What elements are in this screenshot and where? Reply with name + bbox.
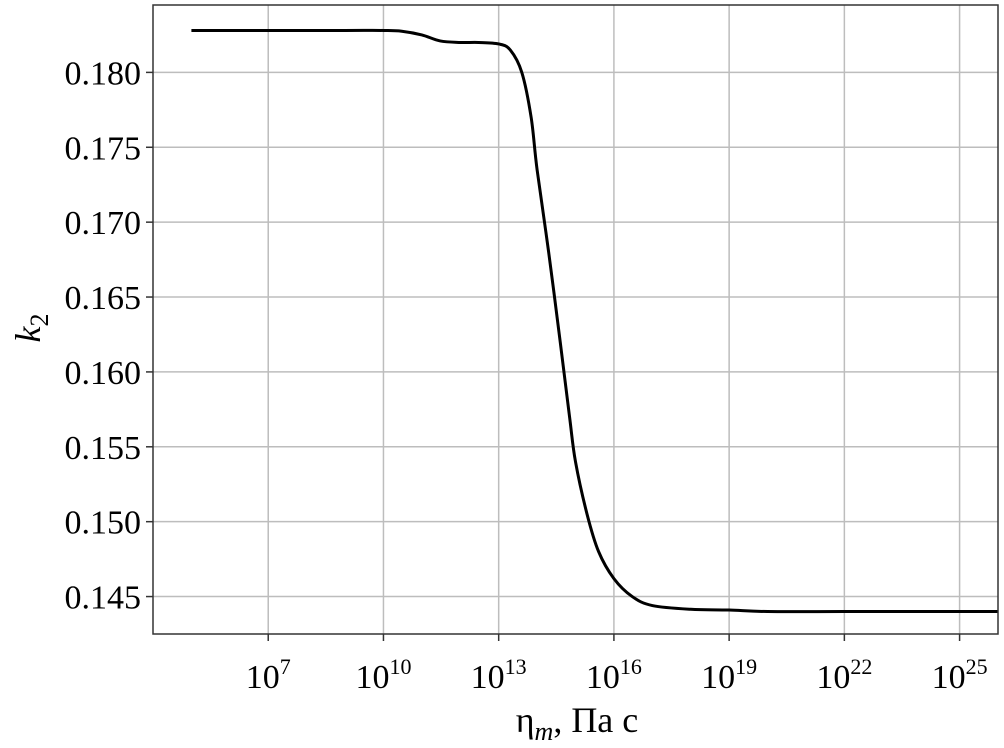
series-line bbox=[191, 28, 998, 614]
x-tick-base: 10 bbox=[816, 659, 850, 696]
x-tick-base: 10 bbox=[932, 659, 966, 696]
x-axis-ticks: 107 1010 1013 1016 1019 1022 1025 bbox=[246, 634, 988, 696]
plot-frame bbox=[152, 4, 999, 635]
x-tick-base: 10 bbox=[586, 659, 620, 696]
x-tick-exponent: 13 bbox=[505, 654, 527, 679]
y-tick-label: 0.155 bbox=[65, 430, 142, 467]
x-tick-base: 10 bbox=[355, 659, 389, 696]
x-tick-label: 1016 bbox=[586, 654, 642, 696]
x-tick-exponent: 10 bbox=[389, 654, 411, 679]
x-tick-label: 1013 bbox=[471, 654, 527, 696]
x-tick-label: 1010 bbox=[355, 654, 411, 696]
y-tick-label: 0.170 bbox=[65, 205, 142, 242]
x-tick-exponent: 25 bbox=[966, 654, 988, 679]
y-tick-label: 0.165 bbox=[65, 280, 142, 317]
y-axis-ticks: 0.145 0.150 0.155 0.160 0.165 0.170 0.175 0.180 bbox=[65, 55, 153, 617]
x-tick-label: 1025 bbox=[932, 654, 988, 696]
y-axis-title-main: k bbox=[8, 325, 48, 342]
x-tick-base: 10 bbox=[471, 659, 505, 696]
x-tick-exponent: 22 bbox=[850, 654, 872, 679]
grid-lines bbox=[153, 5, 998, 634]
x-axis-title-sub: m bbox=[535, 717, 554, 746]
y-axis-title: k2 bbox=[8, 314, 54, 343]
x-tick-label: 1019 bbox=[701, 654, 757, 696]
y-tick-label: 0.180 bbox=[65, 55, 142, 92]
x-tick-base: 10 bbox=[246, 659, 280, 696]
y-tick-label: 0.150 bbox=[65, 505, 142, 542]
x-tick-base: 10 bbox=[701, 659, 735, 696]
x-axis-title-main: η bbox=[516, 700, 535, 740]
y-axis-title-sub: 2 bbox=[25, 314, 54, 327]
x-tick-exponent: 19 bbox=[735, 654, 757, 679]
y-tick-label: 0.145 bbox=[65, 580, 142, 617]
x-axis-title: ηm, Па с bbox=[516, 700, 639, 746]
x-axis-title-rest: , Па с bbox=[553, 700, 638, 740]
x-tick-label: 1022 bbox=[816, 654, 872, 696]
y-tick-label: 0.160 bbox=[65, 355, 142, 392]
y-tick-label: 0.175 bbox=[65, 130, 142, 167]
x-tick-label: 107 bbox=[246, 654, 291, 696]
x-tick-exponent: 7 bbox=[280, 654, 291, 679]
x-tick-exponent: 16 bbox=[620, 654, 642, 679]
